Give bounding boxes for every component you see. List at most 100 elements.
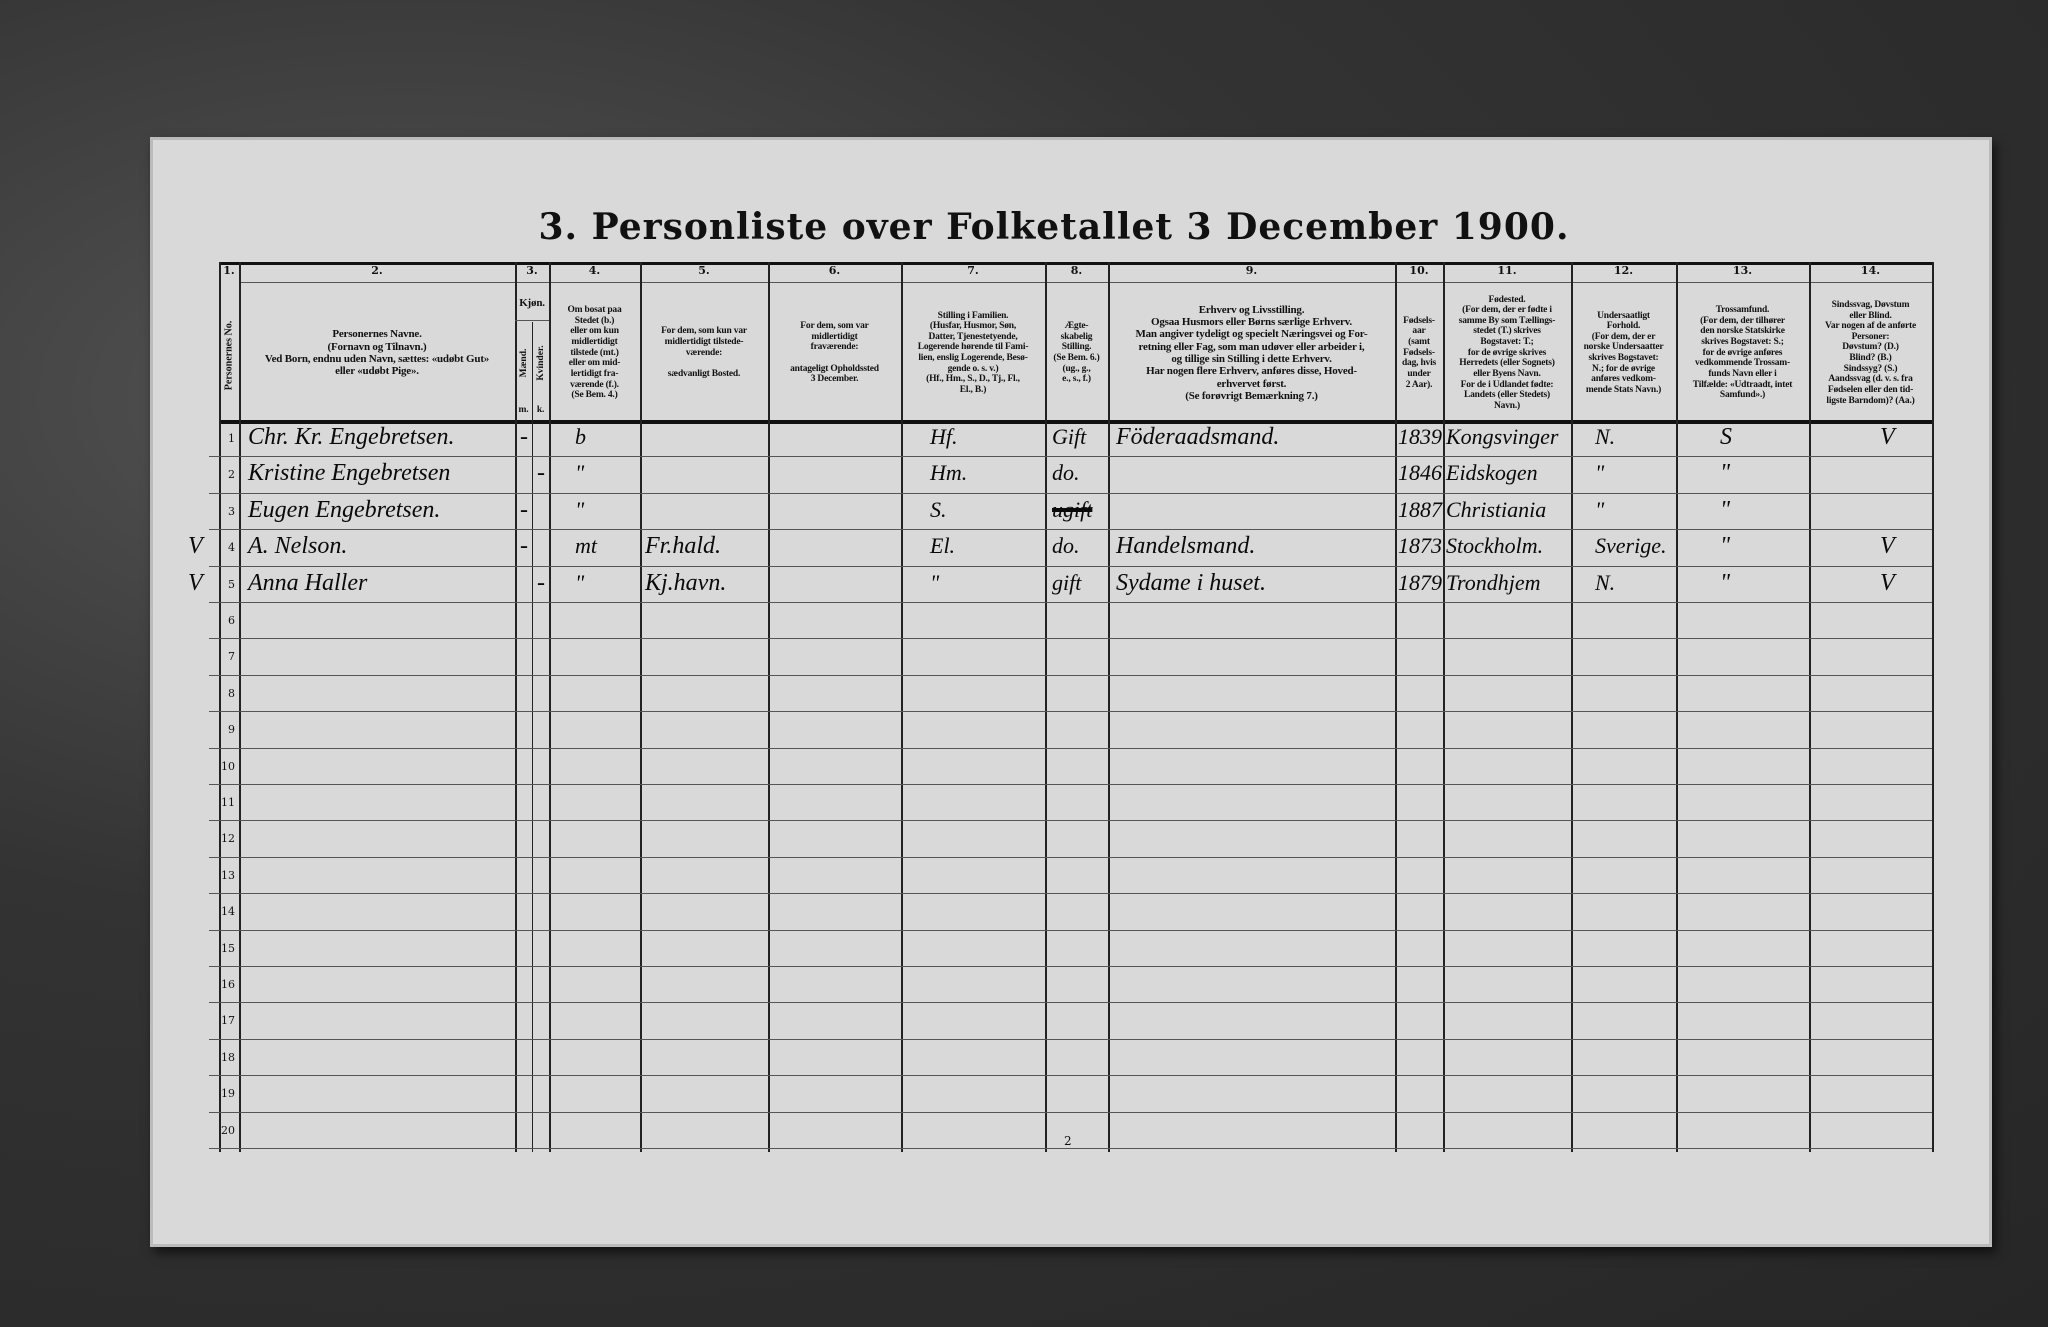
kjon-sub-maend: Mænd. <box>518 348 529 378</box>
row-number: 9 <box>228 723 235 737</box>
column-number: 2. <box>371 264 383 277</box>
row-rule <box>209 856 1932 858</box>
column-header-4: Om bosat paa Stedet (b.) eller om kun mi… <box>567 305 622 401</box>
entry-aar: 1873 <box>1398 533 1442 559</box>
row-rule <box>209 456 1932 458</box>
column-number: 6. <box>828 264 841 277</box>
entry-sindssvag: V <box>1880 569 1895 596</box>
row-number: 20 <box>221 1123 235 1137</box>
column-header-personnummer: Personernes No. <box>223 320 235 391</box>
entry-m: - <box>520 424 528 450</box>
column-divider <box>1443 262 1445 1152</box>
entry-name: Anna Haller <box>248 569 368 596</box>
column-number: 14. <box>1860 264 1881 277</box>
column-header-13: Trossamfund. (For dem, der tilhører den … <box>1692 305 1793 401</box>
entry-k: - <box>537 460 545 487</box>
entry-name: Kristine Engebretsen <box>248 460 451 487</box>
column-header-kjon: Kjøn. <box>519 296 545 309</box>
entry-aar: 1879 <box>1398 569 1442 595</box>
column-divider <box>1809 262 1811 1152</box>
row-number: 18 <box>221 1050 235 1064</box>
column-divider <box>239 262 241 1152</box>
entry-fodested: Christiania <box>1446 496 1547 522</box>
row-number: 17 <box>221 1014 235 1028</box>
table-top-rule <box>219 262 1932 265</box>
entry-sindssvag: V <box>1880 424 1895 450</box>
row-rule <box>209 784 1932 785</box>
row-rule <box>209 820 1932 822</box>
entry-aar: 1839 <box>1398 424 1442 449</box>
entry-bosat: " <box>575 460 585 486</box>
entry-stilling: El. <box>930 533 956 559</box>
row-rule <box>209 1148 1932 1149</box>
entry-margin: V <box>188 533 203 560</box>
column-divider <box>1932 262 1934 1152</box>
row-rule <box>209 711 1932 713</box>
column-number: 13. <box>1732 264 1753 277</box>
column-number: 9. <box>1245 264 1258 277</box>
column-number: 12. <box>1613 264 1634 277</box>
entry-m: - <box>520 496 528 523</box>
entry-tro: " <box>1720 569 1731 596</box>
entry-stilling: Hf. <box>930 424 958 449</box>
column-header-14: Sindssvag, Døvstum eller Blind. Var noge… <box>1825 299 1916 406</box>
entry-name: A. Nelson. <box>248 533 348 560</box>
row-number: 2 <box>228 468 235 482</box>
row-rule <box>209 492 1932 494</box>
column-divider <box>1395 262 1397 1152</box>
column-divider <box>1045 262 1047 1152</box>
kjon-sub-kvinder: Kvinder. <box>535 345 546 381</box>
column-number: 4. <box>588 264 601 277</box>
column-divider <box>219 262 221 1152</box>
row-number: 14 <box>221 905 235 919</box>
row-number: 19 <box>221 1087 235 1101</box>
entry-aegteskab: do. <box>1052 460 1080 486</box>
column-header-2: Personernes Navne. (Fornavn og Tilnavn.)… <box>264 328 490 378</box>
census-form-page <box>150 137 1992 1247</box>
column-number: 1. <box>223 264 235 277</box>
row-rule <box>209 529 1932 531</box>
column-header-5: For dem, som kun var midlertidigt tilste… <box>661 326 747 379</box>
column-divider <box>1108 262 1110 1152</box>
column-divider <box>1676 262 1678 1152</box>
row-rule <box>209 1075 1932 1077</box>
entry-undersaat: Sverige. <box>1595 533 1667 559</box>
column-divider <box>901 262 903 1152</box>
column-divider <box>640 262 642 1152</box>
column-divider <box>768 262 770 1152</box>
entry-aar: 1846 <box>1398 460 1442 486</box>
colnum-rule <box>239 282 1932 283</box>
kjon-letter-k: k. <box>536 404 545 415</box>
entry-stilling: " <box>930 569 940 595</box>
entry-bosat: mt <box>575 533 597 559</box>
row-rule <box>209 638 1932 640</box>
column-divider <box>549 262 551 1152</box>
entry-margin: V <box>188 569 203 596</box>
entry-stilling: Hm. <box>930 460 968 486</box>
header-bottom-rule <box>219 420 1932 424</box>
entry-sindssvag: V <box>1880 533 1895 560</box>
row-rule <box>209 747 1932 749</box>
entry-stilling: S. <box>930 496 947 522</box>
entry-erhverv: Handelsmand. <box>1116 533 1256 560</box>
row-rule <box>209 674 1932 676</box>
entry-fodested: Stockholm. <box>1446 533 1544 559</box>
entry-bosat: " <box>575 569 585 595</box>
kjon-rule <box>515 320 549 321</box>
page-title: 3. Personliste over Folketallet 3 Decemb… <box>538 206 1570 248</box>
entry-aegteskab: gift <box>1052 569 1082 595</box>
column-divider-kjon <box>532 322 533 1152</box>
column-number: 7. <box>967 264 979 277</box>
entry-name: Eugen Engebretsen. <box>248 496 441 523</box>
column-number: 11. <box>1497 264 1517 277</box>
row-number: 8 <box>228 686 235 700</box>
row-rule <box>209 1111 1932 1113</box>
row-rule <box>209 893 1932 895</box>
entry-aegteskab: ugift <box>1052 496 1093 522</box>
row-number: 7 <box>228 650 235 664</box>
row-rule <box>209 602 1932 603</box>
row-number: 12 <box>221 832 235 846</box>
column-divider <box>515 262 517 1152</box>
entry-fodested: Kongsvinger <box>1446 424 1559 449</box>
entry-k: - <box>537 569 545 596</box>
